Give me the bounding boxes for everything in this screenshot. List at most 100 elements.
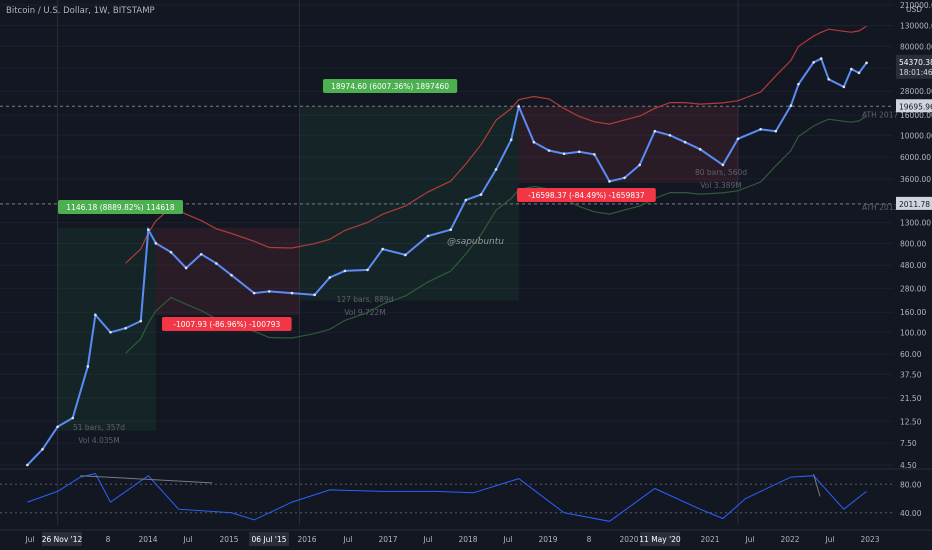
label-loss-2018: -16598.37 (-84.49%) -1659837	[517, 188, 656, 202]
time-tick-label: 2023	[860, 535, 879, 544]
price-tick-label: 16000.00	[900, 111, 932, 120]
price-point	[252, 291, 256, 295]
price-tick-label: 21.50	[900, 394, 922, 403]
price-point	[71, 416, 75, 420]
time-tick-label: Jul	[502, 535, 512, 544]
guide-lines: ATH 2017 ATH 2013	[0, 105, 898, 212]
price-point	[827, 77, 831, 81]
ath-2013-label: ATH 2013	[862, 203, 898, 212]
label-gain-2017: 18974.60 (6007.36%) 1897460	[323, 79, 458, 93]
time-tick-label: 2016	[297, 535, 316, 544]
rsi-divergence-2013	[80, 475, 213, 484]
chart-title: Bitcoin / U.S. Dollar, 1W, BITSTAMP	[6, 6, 155, 16]
label-loss-2014: -1007.93 (-86.96%) -100793	[162, 317, 292, 331]
time-tick-label: 11 May '20	[639, 535, 681, 544]
price-point	[623, 176, 626, 180]
price-tick-label: 280.00	[900, 284, 926, 293]
time-tick-label: Jul	[182, 535, 192, 544]
rsi-tick-label: 80.00	[900, 480, 922, 489]
price-point	[449, 228, 453, 232]
price-point	[812, 61, 815, 64]
note-bars-2017: 127 bars, 889d	[337, 295, 394, 304]
price-point	[759, 127, 762, 131]
time-tick-label: 2018	[458, 535, 477, 544]
time-tick-label: Jul	[744, 535, 754, 544]
rsi-divergence-2021	[813, 474, 821, 497]
time-tick-label: 2021	[700, 535, 719, 544]
price-point	[199, 252, 203, 256]
price-point	[56, 425, 59, 429]
price-tick-label: 10000.00	[900, 131, 932, 140]
price-tick-label: 160.00	[900, 308, 926, 317]
price-point	[789, 104, 793, 107]
label-loss-2014-text: -1007.93 (-86.96%) -100793	[173, 320, 280, 329]
time-tick-label: 2015	[219, 535, 238, 544]
ath-2013-value-bg	[896, 196, 932, 210]
price-point	[124, 326, 127, 330]
label-gain-2013: 1146.18 (8889.82%) 114618	[58, 200, 183, 214]
price-point	[86, 365, 90, 368]
price-point	[328, 276, 332, 279]
price-tick-label: 1300.00	[900, 219, 931, 228]
price-point	[547, 149, 551, 152]
time-tick-label: 8	[106, 535, 111, 544]
price-point	[366, 268, 369, 272]
countdown-label: 18:01:46	[899, 68, 932, 77]
price-tick-label: 80000.00	[900, 42, 932, 51]
time-tick-label: Jul	[24, 535, 34, 544]
price-tick-label: 6000.00	[900, 153, 931, 162]
price-point	[147, 228, 150, 232]
price-point	[668, 133, 672, 137]
price-point	[593, 153, 596, 156]
time-tick-label: 2020	[619, 535, 638, 544]
rsi-pane: 80.00 40.00	[0, 468, 932, 522]
price-point	[41, 447, 44, 451]
price-tick-label: 28000.00	[900, 87, 932, 96]
price-tick-label: 12.50	[900, 417, 922, 426]
price-point	[267, 290, 271, 293]
price-point	[509, 138, 513, 142]
price-point	[479, 193, 483, 196]
price-point	[404, 253, 407, 257]
price-point	[139, 319, 143, 323]
ath-2017-label: ATH 2017	[862, 110, 898, 119]
price-point	[464, 198, 468, 202]
price-point	[290, 291, 294, 295]
last-price-label: 54370.38	[899, 58, 932, 67]
note-vol-2017: Vol 9.722M	[344, 308, 386, 317]
time-tick-label: 2014	[138, 535, 157, 544]
price-series	[26, 57, 868, 467]
price-point	[184, 266, 188, 270]
time-tick-label: 06 Jul '15	[252, 535, 287, 544]
label-gain-2013-bg	[58, 200, 183, 214]
label-loss-2018-text: -16598.37 (-84.49%) -1659837	[528, 191, 645, 200]
price-point	[608, 180, 611, 183]
price-tick-label: 4.50	[900, 461, 917, 470]
note-vol-2013: Vol 4.035M	[78, 436, 120, 445]
ath-2013-value: 2011.78	[899, 200, 930, 209]
label-gain-2017-text: 18974.60 (6007.36%) 1897460	[331, 82, 449, 91]
upper-band	[125, 25, 867, 264]
price-point	[517, 105, 521, 108]
price-tick-label: 37.50	[900, 370, 922, 379]
price-tick-label: 480.00	[900, 261, 926, 270]
price-point	[774, 129, 778, 133]
price-tick-label: 100.00	[900, 328, 926, 337]
price-point	[154, 242, 158, 245]
ath-2017-value-bg	[896, 99, 932, 113]
price-point	[169, 250, 173, 254]
price-point	[653, 129, 657, 133]
price-point	[230, 273, 233, 277]
ath-2017-value: 19695.96	[899, 102, 932, 111]
label-loss-2014-bg	[162, 317, 292, 331]
last-price-bg	[896, 54, 932, 79]
note-bars-2013: 51 bars, 357d	[73, 423, 125, 432]
price-point	[426, 234, 430, 238]
price-point	[26, 463, 29, 467]
time-tick-label: 8	[587, 535, 592, 544]
price-point	[215, 262, 218, 265]
price-point	[109, 331, 112, 334]
time-tick-label: Jul	[422, 535, 432, 544]
